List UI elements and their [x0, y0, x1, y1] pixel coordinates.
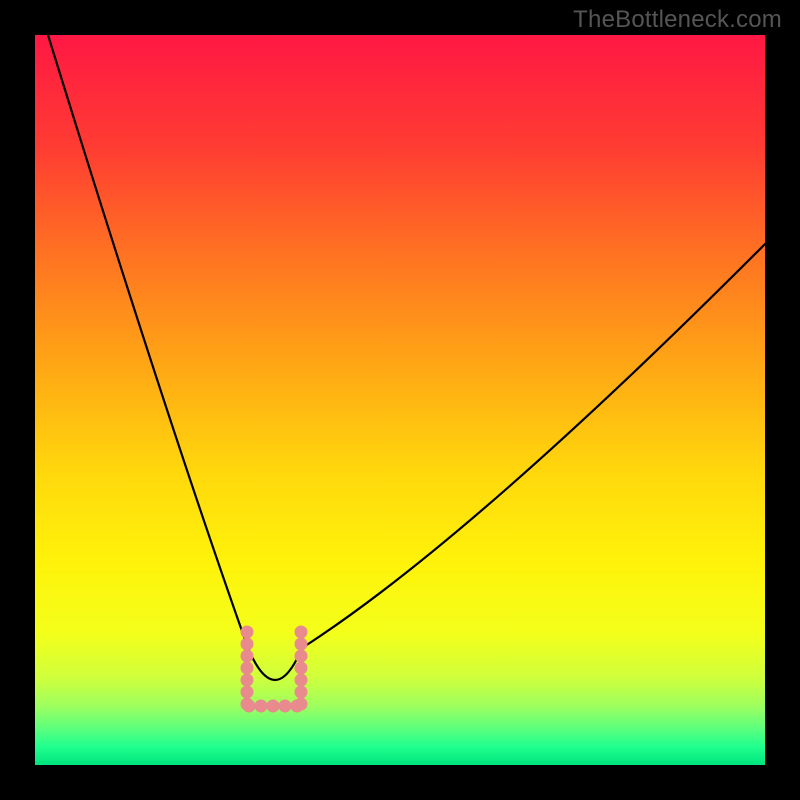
- watermark-text: TheBottleneck.com: [573, 6, 782, 34]
- chart-container: TheBottleneck.com: [0, 0, 800, 800]
- bottleneck-chart: [0, 0, 800, 800]
